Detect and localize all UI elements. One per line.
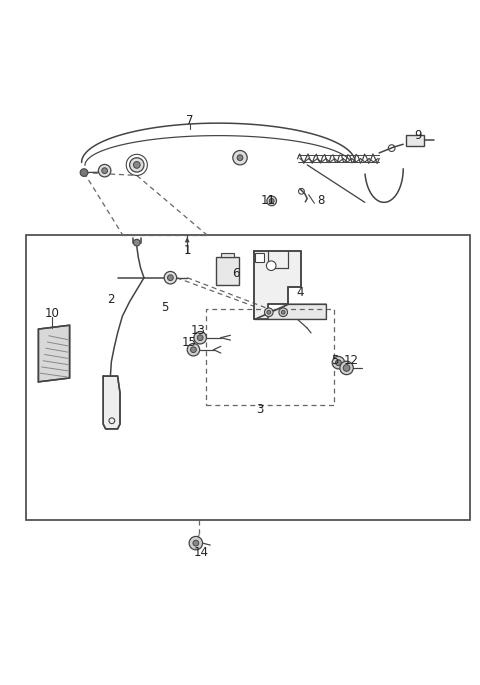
Text: 1: 1 bbox=[183, 244, 191, 257]
Text: 12: 12 bbox=[344, 354, 359, 367]
Polygon shape bbox=[254, 251, 301, 319]
Circle shape bbox=[267, 196, 276, 206]
Text: 4: 4 bbox=[296, 286, 304, 299]
Circle shape bbox=[267, 310, 271, 314]
Circle shape bbox=[264, 308, 273, 316]
Text: 8: 8 bbox=[317, 194, 324, 207]
Polygon shape bbox=[38, 325, 70, 382]
Circle shape bbox=[237, 155, 243, 160]
Circle shape bbox=[98, 164, 111, 177]
Text: 11: 11 bbox=[260, 195, 276, 208]
Circle shape bbox=[189, 536, 203, 550]
Polygon shape bbox=[103, 376, 120, 429]
Text: 7: 7 bbox=[186, 114, 193, 127]
Circle shape bbox=[133, 162, 140, 169]
Circle shape bbox=[281, 310, 285, 314]
Circle shape bbox=[332, 356, 345, 369]
Text: 5: 5 bbox=[161, 301, 168, 314]
Bar bbox=[216, 257, 239, 285]
Circle shape bbox=[193, 540, 199, 546]
Text: 5: 5 bbox=[331, 354, 338, 367]
Circle shape bbox=[80, 169, 88, 177]
Bar bbox=[406, 135, 424, 146]
Circle shape bbox=[343, 364, 350, 371]
Text: 10: 10 bbox=[45, 307, 59, 320]
Text: 14: 14 bbox=[194, 546, 209, 559]
Circle shape bbox=[191, 347, 196, 353]
Circle shape bbox=[336, 360, 341, 366]
Circle shape bbox=[279, 308, 288, 316]
Text: 13: 13 bbox=[191, 325, 205, 338]
Circle shape bbox=[197, 335, 203, 340]
Circle shape bbox=[266, 261, 276, 271]
Circle shape bbox=[130, 158, 144, 172]
Circle shape bbox=[133, 239, 140, 246]
Text: 9: 9 bbox=[414, 129, 421, 142]
Circle shape bbox=[187, 343, 200, 356]
Circle shape bbox=[194, 332, 206, 344]
Text: 15: 15 bbox=[181, 336, 196, 349]
Circle shape bbox=[269, 199, 274, 203]
Text: 6: 6 bbox=[232, 267, 240, 280]
Bar bbox=[221, 253, 234, 257]
Bar bbox=[255, 253, 264, 262]
Polygon shape bbox=[254, 304, 326, 319]
Circle shape bbox=[164, 271, 177, 284]
Circle shape bbox=[233, 151, 247, 165]
Circle shape bbox=[102, 168, 108, 173]
Bar bbox=[26, 234, 470, 520]
Text: 3: 3 bbox=[256, 403, 264, 416]
Circle shape bbox=[168, 275, 173, 281]
Circle shape bbox=[340, 361, 353, 375]
Text: 2: 2 bbox=[107, 292, 114, 306]
